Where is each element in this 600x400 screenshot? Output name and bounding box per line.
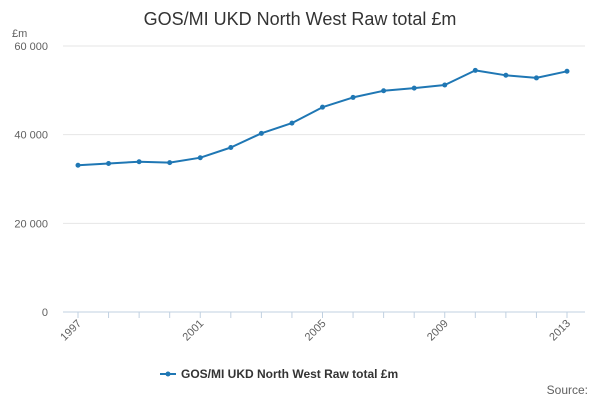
data-point[interactable] bbox=[350, 94, 356, 100]
legend-point-marker bbox=[165, 371, 171, 377]
y-tick-label: 20 000 bbox=[14, 218, 48, 230]
data-point[interactable] bbox=[472, 67, 478, 73]
data-point[interactable] bbox=[75, 162, 81, 168]
data-point[interactable] bbox=[106, 160, 112, 166]
x-tick-label: 2005 bbox=[303, 318, 329, 344]
data-point[interactable] bbox=[136, 159, 142, 165]
data-point[interactable] bbox=[503, 72, 509, 78]
data-point[interactable] bbox=[411, 85, 417, 91]
series-line bbox=[77, 69, 568, 167]
y-tick-label: 0 bbox=[42, 307, 48, 319]
x-tick-label: 1997 bbox=[58, 318, 84, 344]
x-tick-label: 2009 bbox=[425, 318, 451, 344]
data-point[interactable] bbox=[289, 120, 295, 126]
grid-lines bbox=[63, 45, 585, 224]
data-point[interactable] bbox=[228, 145, 234, 151]
data-point[interactable] bbox=[197, 155, 203, 161]
data-point[interactable] bbox=[320, 104, 325, 110]
y-tick-label: 60 000 bbox=[14, 41, 48, 53]
x-tick-label: 2001 bbox=[181, 318, 207, 344]
source-label: Source: bbox=[547, 383, 588, 397]
x-tick-label: 2013 bbox=[547, 318, 573, 344]
series-layer bbox=[75, 67, 570, 168]
y-axis-unit-label: £m bbox=[12, 28, 27, 40]
data-point[interactable] bbox=[442, 82, 448, 88]
legend-label: GOS/MI UKD North West Raw total £m bbox=[181, 367, 398, 381]
legend[interactable]: GOS/MI UKD North West Raw total £m bbox=[160, 367, 398, 381]
data-point[interactable] bbox=[258, 130, 264, 136]
data-point[interactable] bbox=[167, 160, 173, 166]
y-axis-ticks: 0 20 000 40 000 60 000 bbox=[14, 41, 48, 319]
data-point[interactable] bbox=[381, 88, 387, 94]
data-point[interactable] bbox=[564, 68, 570, 74]
y-tick-label: 40 000 bbox=[14, 130, 48, 142]
chart-title: GOS/MI UKD North West Raw total £m bbox=[144, 9, 457, 29]
x-axis-ticks: 1997 2001 2005 2009 2013 bbox=[58, 312, 573, 343]
data-point[interactable] bbox=[533, 75, 539, 81]
